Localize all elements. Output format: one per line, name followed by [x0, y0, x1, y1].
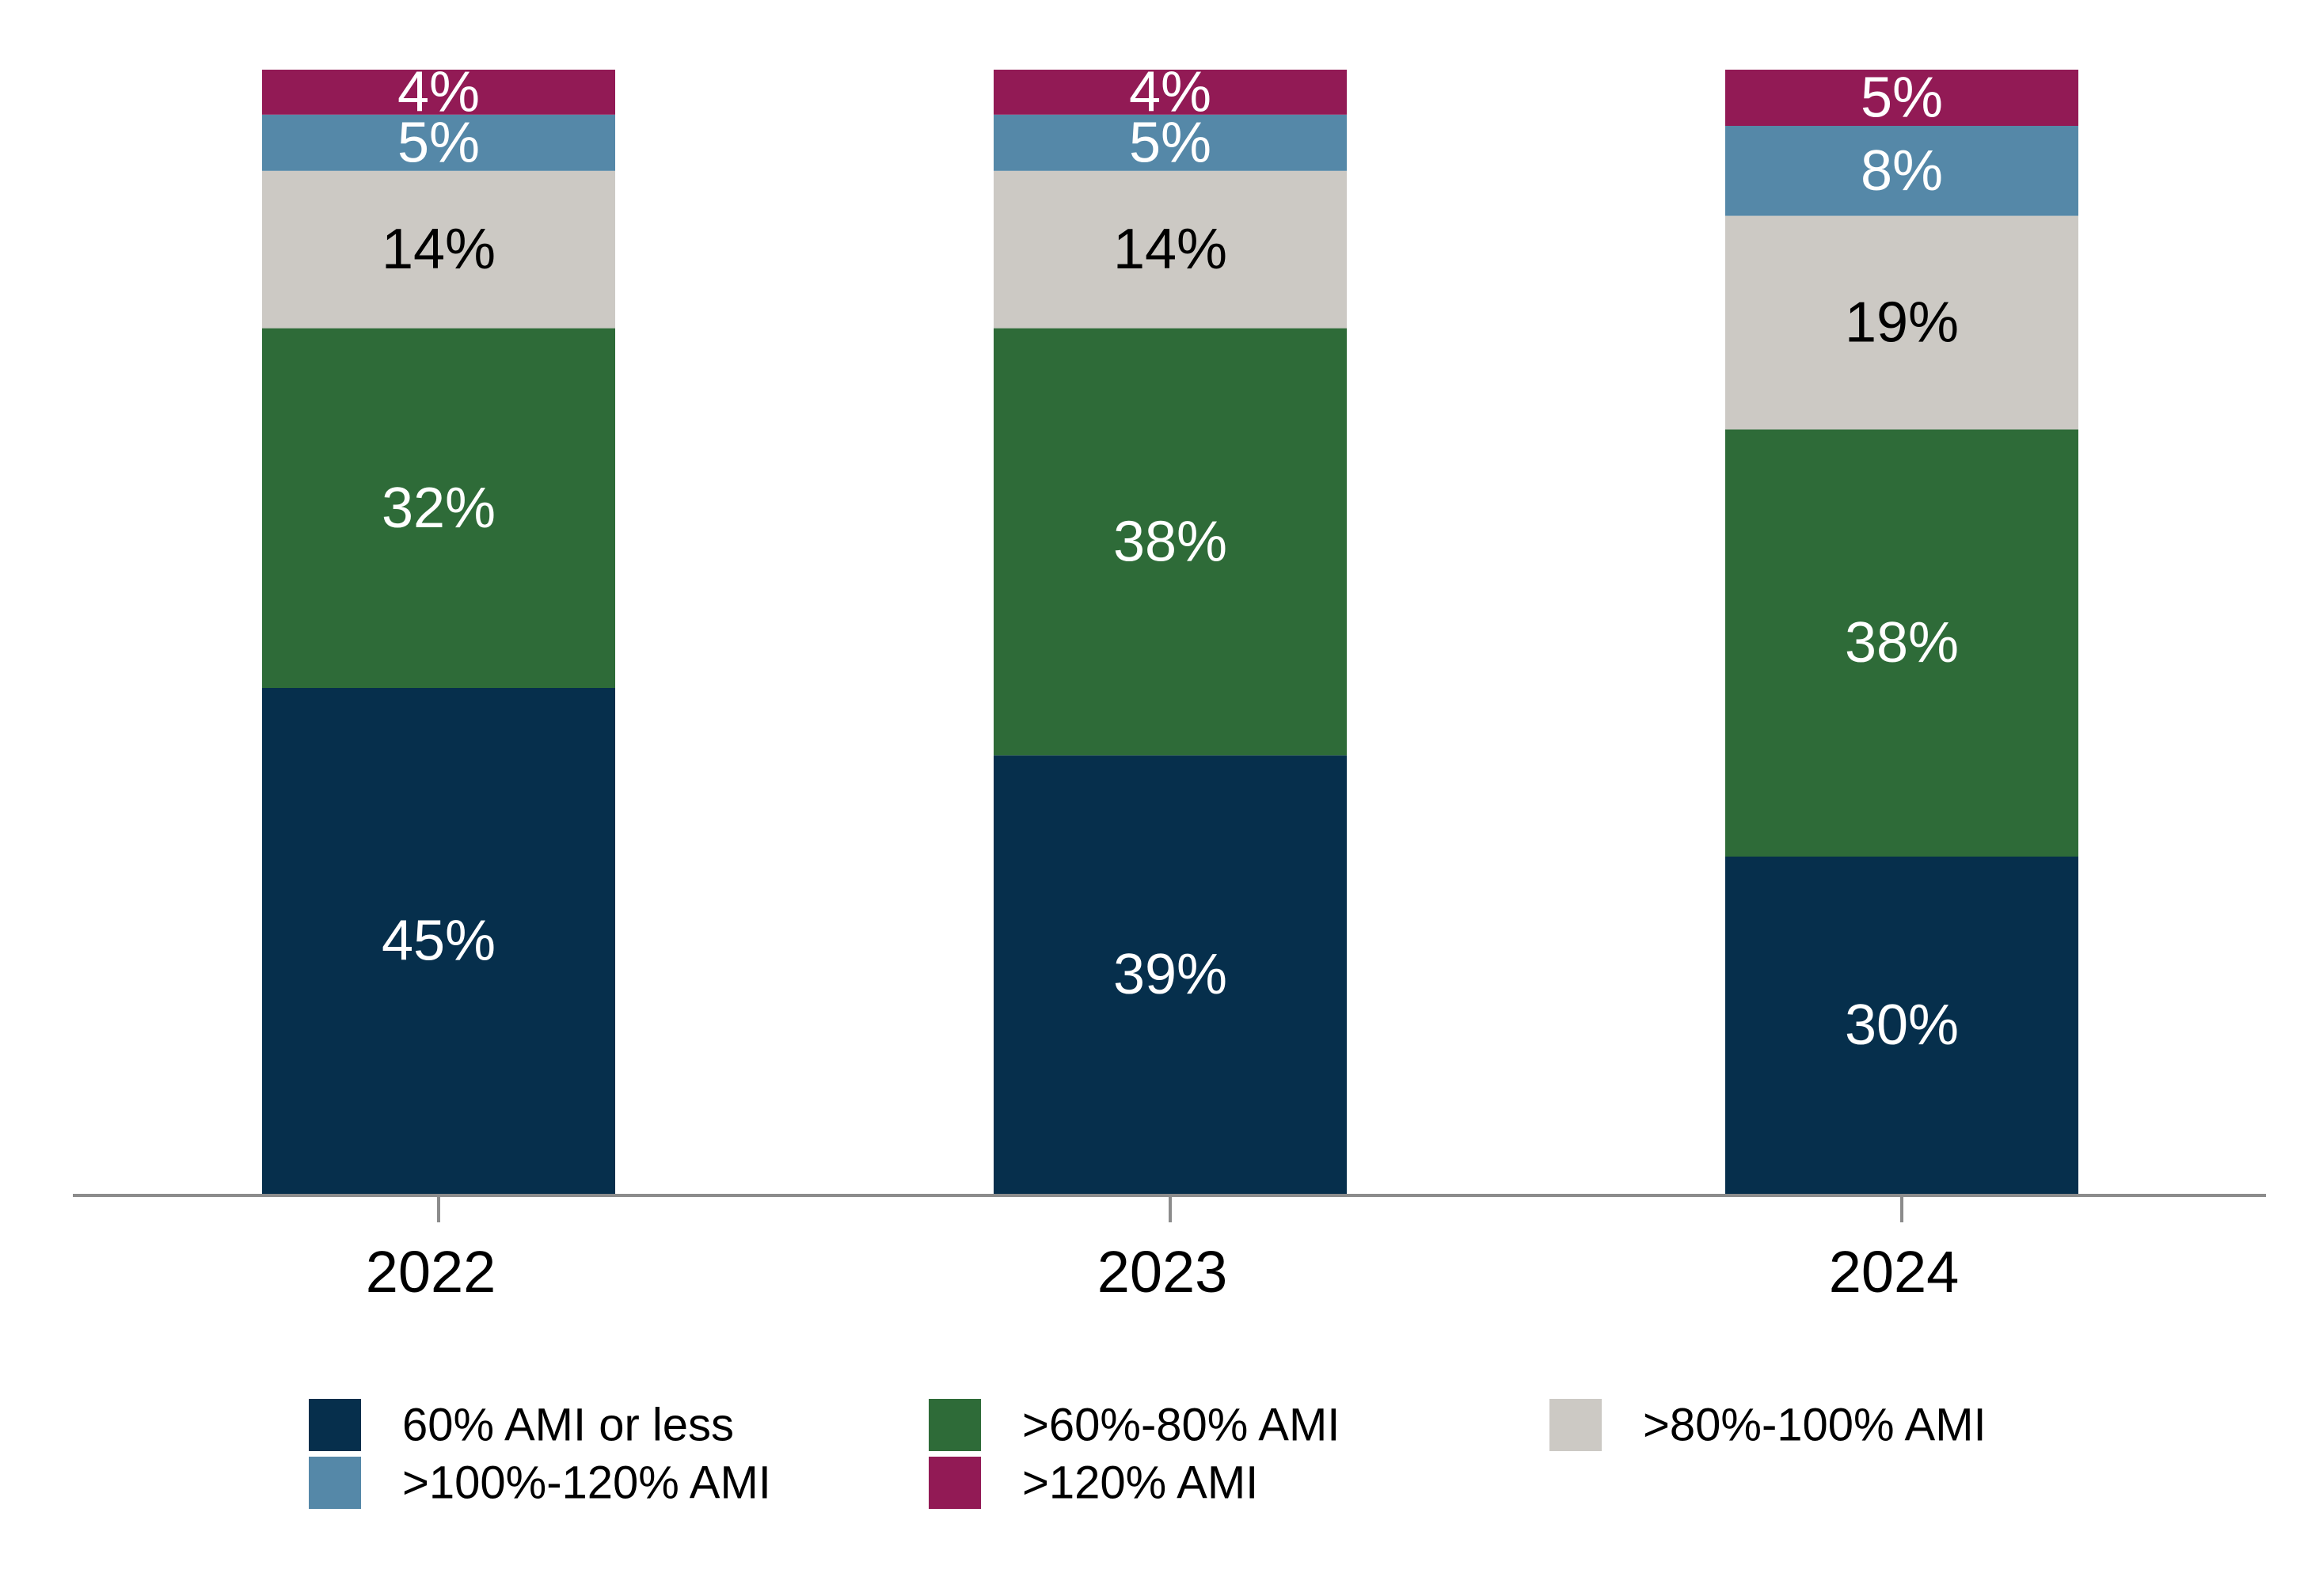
legend: 60% AMI or less >60%-80% AMI >80%-100% AMI…	[309, 1399, 1987, 1509]
legend-swatch-4	[929, 1457, 981, 1509]
bar-segment-2024-3	[1725, 126, 2078, 216]
data-label-2022-3: 5%	[397, 111, 480, 174]
data-label-2023-0: 39%	[1113, 943, 1227, 1006]
bar-segment-2024-0	[1725, 857, 2078, 1194]
data-label-2023-2: 14%	[1113, 218, 1227, 281]
bar-segment-2022-3	[262, 114, 615, 171]
data-label-2022-0: 45%	[382, 910, 496, 973]
data-label-2024-2: 19%	[1845, 291, 1959, 355]
legend-swatch-2	[1549, 1399, 1602, 1451]
legend-label-2: >80%-100% AMI	[1643, 1400, 1987, 1451]
legend-swatch-1	[929, 1399, 981, 1451]
data-label-2023-4: 4%	[1129, 60, 1211, 124]
bar-segment-2022-4	[262, 70, 615, 115]
bar-segment-2022-0	[262, 688, 615, 1194]
data-label-2022-1: 32%	[382, 477, 496, 540]
legend-label-4: >120% AMI	[1022, 1457, 1258, 1509]
data-label-2024-4: 5%	[1861, 66, 1943, 130]
bars-group: 45%32%14%5%4%39%38%14%5%4%30%38%19%8%5%	[262, 60, 2078, 1194]
bar-segment-2024-2	[1725, 215, 2078, 430]
x-axis-ticks: 2022 2023 2024	[366, 1194, 1960, 1305]
data-label-2024-3: 8%	[1861, 139, 1943, 203]
data-label-2022-4: 4%	[397, 60, 480, 124]
bar-segment-2023-3	[994, 114, 1347, 171]
bar-segment-2024-1	[1725, 429, 2078, 857]
bar-segment-2024-4	[1725, 70, 2078, 126]
data-label-2024-1: 38%	[1845, 611, 1959, 674]
x-tick-label-2022: 2022	[366, 1239, 496, 1305]
data-label-2022-2: 14%	[382, 218, 496, 281]
legend-label-1: >60%-80% AMI	[1022, 1400, 1340, 1451]
data-label-2023-1: 38%	[1113, 510, 1227, 573]
legend-label-3: >100%-120% AMI	[402, 1457, 771, 1509]
bar-segment-2023-2	[994, 170, 1347, 329]
x-tick-label-2023: 2023	[1097, 1239, 1228, 1305]
legend-label-0: 60% AMI or less	[402, 1400, 734, 1451]
bar-segment-2022-1	[262, 328, 615, 688]
bar-segment-2023-1	[994, 328, 1347, 756]
legend-swatch-3	[309, 1457, 361, 1509]
data-label-2023-3: 5%	[1129, 111, 1211, 174]
x-tick-label-2024: 2024	[1829, 1239, 1960, 1305]
bar-segment-2022-2	[262, 170, 615, 329]
data-label-2024-0: 30%	[1845, 994, 1959, 1057]
legend-swatch-0	[309, 1399, 361, 1451]
bar-segment-2023-0	[994, 755, 1347, 1194]
bar-segment-2023-4	[994, 70, 1347, 115]
